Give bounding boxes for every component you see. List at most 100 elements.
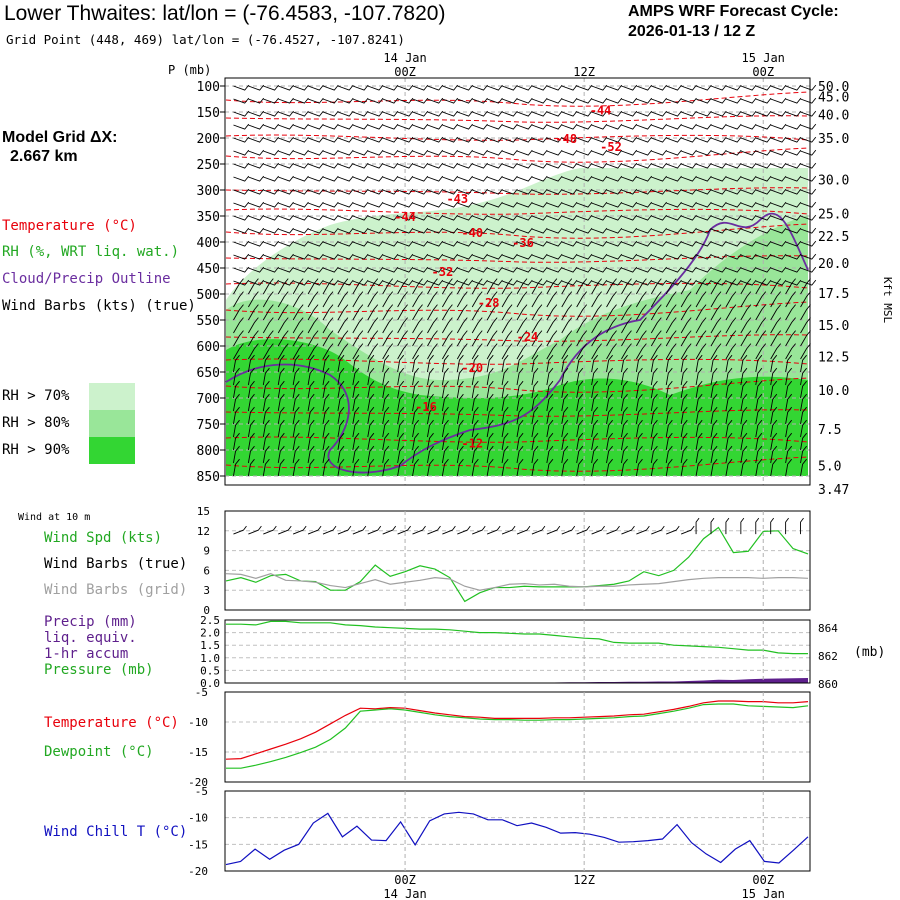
wind-barb (352, 380, 360, 399)
wind-barb (412, 123, 429, 130)
wind-barb (322, 162, 339, 169)
wind-barb (263, 266, 279, 273)
wind-barb (621, 445, 628, 464)
wind-barb (382, 240, 399, 247)
wind-barb (725, 330, 737, 347)
wind-barb (427, 123, 444, 130)
wind-barb (635, 445, 643, 464)
wind-barb (591, 162, 608, 169)
wind-barb (755, 214, 772, 221)
wind-barb (546, 136, 563, 143)
wind-barb (382, 432, 390, 451)
wind-barb (681, 227, 697, 234)
wind-barb (546, 240, 563, 247)
wind-barb (665, 304, 677, 321)
wind-barb (531, 162, 548, 169)
wind-barb (531, 279, 548, 286)
wind-barb (666, 149, 682, 156)
wind-barb (636, 253, 653, 260)
wind-barb (710, 253, 727, 260)
wind-barb (695, 175, 712, 182)
wind-barb (367, 175, 384, 182)
wind-barb (666, 201, 682, 208)
wind-barb (606, 201, 623, 208)
wind-barb (710, 343, 722, 360)
wind-barb (307, 278, 319, 295)
wind-barb (531, 406, 539, 425)
wind-barb (471, 317, 483, 334)
wind-barb (681, 149, 697, 156)
altitude-axis-label: Kft MSL (881, 277, 894, 324)
wind-barb (278, 201, 294, 208)
wind-barb (770, 393, 778, 412)
wind-barb (621, 253, 638, 260)
wind-barb (322, 84, 339, 91)
wind-barb (382, 188, 399, 195)
wind-barb (576, 214, 593, 221)
wind-barb (487, 136, 503, 143)
wind-barb (486, 445, 494, 464)
pressure-tick-label: 150 (197, 106, 220, 121)
wind-barb (352, 330, 364, 347)
wind-barb (725, 419, 733, 438)
wind-barb (576, 419, 584, 438)
wind-barb (695, 110, 712, 117)
wind-barb (487, 188, 503, 195)
wind-barb (472, 84, 488, 91)
wind-barb (397, 304, 408, 321)
wind-barb (337, 445, 345, 464)
wind-barb (531, 445, 539, 464)
wind-barb (546, 445, 554, 464)
legend-rh70-swatch (89, 383, 135, 410)
wind-barb (606, 240, 623, 247)
wind-barb (427, 240, 444, 247)
wind-barb (591, 380, 599, 399)
wind-barb (531, 227, 548, 234)
altitude-tick-label: 20.0 (818, 257, 849, 272)
wind-barb (651, 110, 667, 117)
wind-barb (233, 227, 250, 234)
wind-barb (591, 214, 608, 221)
wind-barb (337, 279, 354, 286)
wind-barb (337, 278, 349, 295)
wind-barb (367, 253, 384, 260)
wind-barb (650, 330, 662, 347)
wind-barb (740, 406, 748, 425)
wind-barb (471, 445, 479, 464)
wind-barb (531, 97, 548, 104)
wind-barb (576, 330, 588, 347)
wind-barb (710, 291, 722, 308)
wind-barb (785, 175, 802, 182)
wind-barb (397, 445, 405, 464)
wind-barb (457, 201, 473, 208)
wind-barb (441, 406, 449, 425)
wind-barb (770, 110, 787, 117)
wind-barb (770, 279, 787, 286)
altitude-tick-label: 3.47 (818, 483, 849, 498)
wind-barb (397, 227, 414, 234)
wind-barb (277, 393, 285, 412)
wind-barb (248, 97, 265, 104)
wind-barb (278, 227, 294, 234)
surface-wind-barb (561, 525, 576, 535)
wind-barb (680, 432, 688, 451)
wind-barb (427, 214, 444, 221)
temperature-label: -43 (446, 192, 468, 206)
wind-barb (456, 419, 464, 438)
wind-barb (695, 278, 707, 295)
wind-barb (442, 279, 459, 286)
wind-barb (636, 240, 653, 247)
wind-barb (725, 175, 742, 182)
surface-wind-barb (651, 525, 665, 535)
altitude-tick-label: 5.0 (818, 460, 841, 475)
wind-barb (576, 432, 584, 451)
wind-barb (307, 253, 324, 260)
wind-barb (695, 123, 712, 130)
temperature-label: -28 (478, 296, 500, 310)
wind-barb (651, 253, 667, 260)
wind-barb (606, 110, 623, 117)
wind-barb (785, 136, 802, 143)
wind-barb (755, 419, 763, 438)
wind-barb (352, 110, 369, 117)
